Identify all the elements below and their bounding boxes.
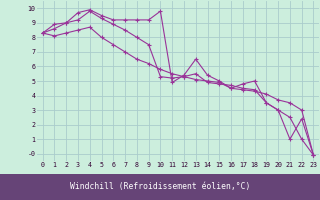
Text: Windchill (Refroidissement éolien,°C): Windchill (Refroidissement éolien,°C) [70,182,250,192]
